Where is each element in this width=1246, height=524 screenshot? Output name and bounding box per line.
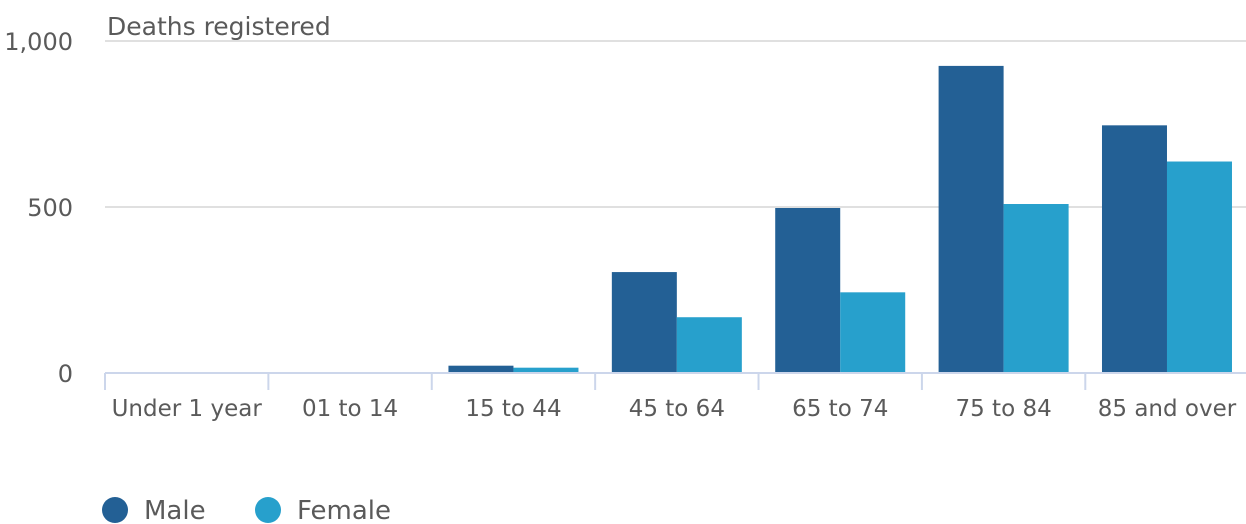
bar-male-5[interactable]: [938, 65, 1004, 374]
bar-female-5[interactable]: [1003, 204, 1069, 373]
legend-swatch: [102, 497, 128, 523]
x-axis-ticks: [104, 373, 1087, 390]
bar-male-3[interactable]: [611, 272, 677, 373]
x-axis-labels: Under 1 year 01 to 14 15 to 44 45 to 64 65 t…: [112, 396, 1237, 422]
y-axis-title: Deaths registered: [107, 12, 331, 41]
y-tick-label: 1,000: [4, 28, 73, 56]
x-tick-label: 85 and over: [1098, 396, 1237, 422]
bar-male-2[interactable]: [448, 365, 514, 373]
bar-female-2[interactable]: [513, 367, 579, 373]
legend-label: Male: [144, 496, 206, 524]
x-tick-label: 75 to 84: [955, 396, 1051, 422]
bar-male-6[interactable]: [1101, 125, 1167, 373]
y-tick-label: 0: [58, 360, 73, 388]
x-tick-label: 45 to 64: [629, 396, 725, 422]
legend: Male Female: [102, 496, 391, 524]
grid-lines: [105, 40, 1246, 208]
bar-male-4[interactable]: [775, 207, 841, 373]
x-tick-label: 15 to 44: [465, 396, 561, 422]
y-tick-label: 500: [27, 194, 73, 222]
legend-swatch: [255, 497, 281, 523]
x-tick-label: 65 to 74: [792, 396, 888, 422]
bar-female-3[interactable]: [676, 317, 742, 373]
legend-label: Female: [297, 496, 391, 524]
legend-item-male[interactable]: Male: [102, 496, 206, 524]
y-axis-ticks: 0 500 1,000: [4, 28, 73, 388]
bar-female-4[interactable]: [840, 292, 906, 373]
bars: [448, 65, 1232, 374]
x-tick-label: Under 1 year: [112, 396, 263, 422]
x-tick-label: 01 to 14: [302, 396, 398, 422]
bar-female-6[interactable]: [1166, 161, 1232, 373]
legend-item-female[interactable]: Female: [255, 496, 391, 524]
